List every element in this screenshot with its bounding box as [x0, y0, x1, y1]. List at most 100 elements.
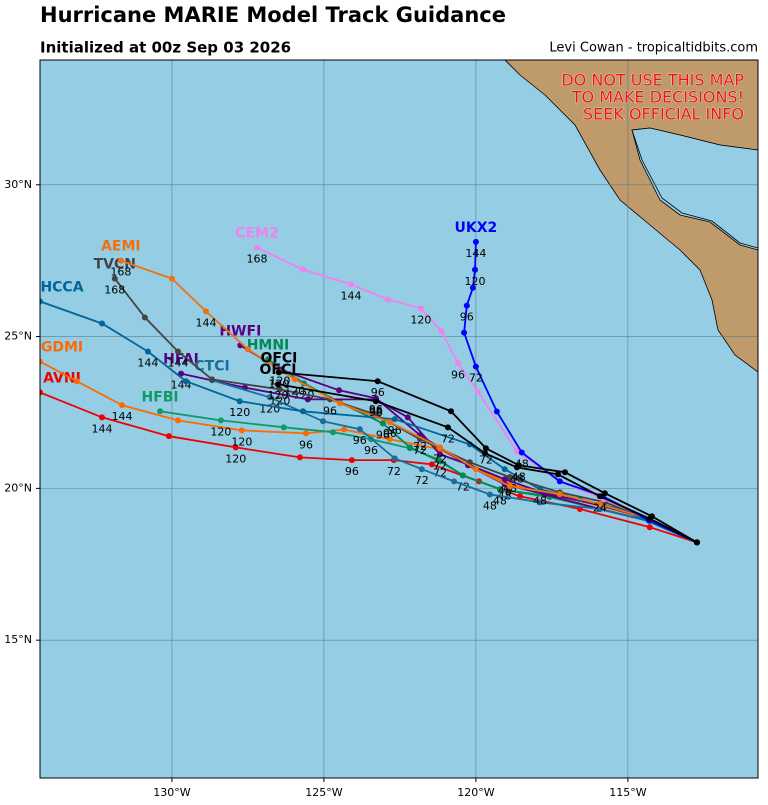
track-point [384, 296, 391, 303]
track-point [541, 491, 548, 498]
map-layer: 7296120144AVNI96120144GDMI7296120HFBI487… [40, 60, 758, 778]
track-point [459, 472, 466, 479]
track-point [299, 266, 306, 273]
track-point [451, 478, 458, 485]
track-point [472, 466, 479, 473]
track-point [73, 378, 80, 385]
track-point [336, 387, 343, 394]
track-point [596, 493, 603, 500]
hour-label: 168 [104, 284, 125, 297]
hour-label: 96 [371, 386, 385, 399]
track-point [386, 436, 393, 443]
track-name: OFCI [260, 350, 297, 366]
track-point [374, 378, 381, 385]
hour-label: 72 [413, 444, 427, 457]
tracks: 7296120144AVNI96120144GDMI7296120HFBI487… [40, 220, 700, 546]
hour-label: 72 [413, 440, 427, 453]
warning-text: SEEK OFFICIAL INFO [583, 105, 744, 124]
hour-label: 120 [269, 374, 290, 387]
hour-label: 72 [387, 465, 401, 478]
hour-label: 48 [510, 472, 524, 485]
track-point [296, 454, 303, 461]
hour-label: 144 [340, 289, 361, 302]
track-point [40, 389, 43, 396]
track-point [472, 238, 479, 245]
hour-label: 168 [110, 266, 131, 279]
hour-label: 48 [533, 494, 547, 507]
track-point [418, 466, 425, 473]
hour-label: 72 [433, 452, 447, 465]
track-point [117, 257, 124, 264]
hour-label: 72 [433, 466, 447, 479]
track-point [291, 376, 298, 383]
x-tick-label: 120°W [457, 786, 494, 799]
track-name: HMNI [247, 337, 290, 353]
track-point [501, 466, 508, 473]
track-point [437, 458, 444, 465]
track-point [438, 328, 445, 335]
hour-label: 72 [441, 432, 455, 445]
track-point [302, 430, 309, 437]
track-point [561, 469, 568, 476]
track-point [165, 433, 172, 440]
grid [40, 60, 758, 778]
track-point [444, 424, 451, 431]
hour-label: 120 [231, 435, 252, 448]
track-line [211, 379, 698, 544]
track-point [386, 419, 393, 426]
hour-label: 96 [383, 427, 397, 440]
track-name: HCCA [40, 279, 83, 295]
y-tick-label: 30°N [4, 178, 32, 191]
hour-label: 96 [451, 368, 465, 381]
x-tick-label: 115°W [609, 786, 646, 799]
hour-label: 144 [137, 356, 158, 369]
track-name: HFBI [141, 389, 178, 405]
track-point [144, 348, 151, 355]
hour-label: 120 [410, 313, 431, 326]
hour-label: 144 [195, 316, 216, 329]
track-point [99, 320, 106, 327]
track-point [404, 414, 411, 421]
track-point [556, 491, 563, 498]
hour-label: 96 [323, 404, 337, 417]
track-name: AEMI [101, 239, 141, 255]
track-point [40, 358, 43, 365]
track-point [266, 394, 273, 401]
track-point [596, 506, 603, 513]
track-point [356, 426, 363, 433]
hour-label: 144 [168, 356, 189, 369]
hour-label: 144 [112, 410, 133, 423]
track-point [275, 369, 282, 376]
hour-label: 120 [210, 425, 231, 438]
track-point [244, 346, 251, 353]
track-name: UKX2 [455, 220, 498, 236]
gulf-water [631, 127, 758, 249]
track-point [406, 444, 413, 451]
track-point [537, 499, 544, 506]
track-point [463, 302, 470, 309]
y-tick-label: 20°N [4, 481, 32, 494]
track-point [437, 444, 444, 451]
hour-label: 96 [369, 406, 383, 419]
hour-label: 96 [364, 444, 378, 457]
x-tick-label: 130°W [153, 786, 190, 799]
track-name: CEM2 [235, 226, 279, 242]
track-point [379, 420, 386, 427]
track-point [337, 400, 344, 407]
track-point [275, 381, 282, 388]
track-point [391, 416, 398, 423]
hour-label: 72 [415, 474, 429, 487]
track-point [554, 471, 561, 478]
track-point [601, 490, 608, 497]
hour-label: 120 [269, 394, 290, 407]
track-name: CTCI [194, 358, 229, 374]
track: 72 96 120 144 168 AEMI [101, 239, 700, 546]
track-name: AVNI [43, 370, 81, 386]
x-tick-label: 125°W [305, 786, 342, 799]
track-point [299, 408, 306, 415]
chart-subtitle: Initialized at 00z Sep 03 2026 [40, 39, 291, 57]
hour-label: 120 [268, 377, 289, 390]
track-point [372, 398, 379, 405]
warning-text: TO MAKE DECISIONS! [571, 88, 744, 107]
